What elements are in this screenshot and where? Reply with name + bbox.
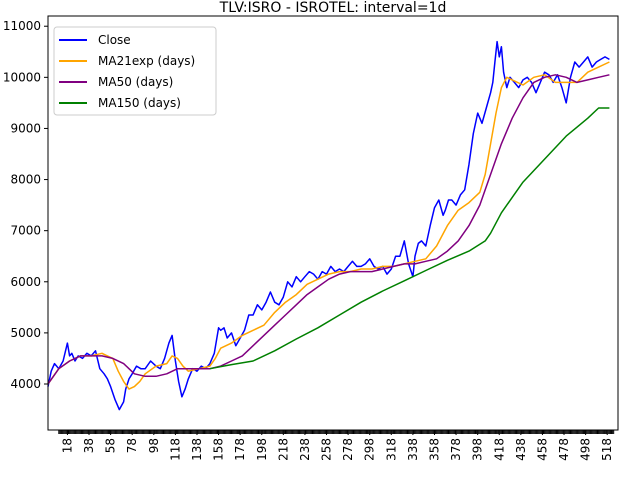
x-tick-label: 398 bbox=[471, 438, 485, 461]
series-line-ma50 bbox=[47, 74, 610, 385]
x-tick-label: 18 bbox=[60, 438, 74, 453]
x-tick-label: 258 bbox=[320, 438, 334, 461]
x-tick-label: 158 bbox=[212, 438, 226, 461]
series-line-ma150 bbox=[209, 107, 610, 370]
y-tick-label: 10000 bbox=[3, 70, 41, 84]
x-tick-label: 218 bbox=[276, 438, 290, 461]
legend-label: MA50 (days) bbox=[98, 75, 173, 89]
series-line-ma21exp bbox=[47, 61, 610, 390]
x-tick-label: 338 bbox=[406, 438, 420, 461]
x-tick-label: 358 bbox=[427, 438, 441, 461]
x-tick-label: 438 bbox=[514, 438, 528, 461]
x-tick-label: 318 bbox=[384, 438, 398, 461]
x-tick-label: 58 bbox=[104, 438, 118, 453]
legend-label: MA21exp (days) bbox=[98, 54, 195, 68]
x-tick-label: 478 bbox=[557, 438, 571, 461]
x-tick-label: 378 bbox=[449, 438, 463, 461]
x-tick-label: 198 bbox=[255, 438, 269, 461]
x-tick-label: 178 bbox=[233, 438, 247, 461]
y-tick-label: 6000 bbox=[10, 275, 41, 289]
legend-label: Close bbox=[98, 33, 131, 47]
x-tick-label: 78 bbox=[125, 438, 139, 453]
x-tick-label: 238 bbox=[298, 438, 312, 461]
series-layer bbox=[47, 40, 610, 411]
legend-label: MA150 (days) bbox=[98, 96, 181, 110]
chart-title: TLV:ISRO - ISROTEL: interval=1d bbox=[219, 0, 447, 16]
y-tick-label: 4000 bbox=[10, 377, 41, 391]
y-tick-label: 11000 bbox=[3, 19, 41, 33]
x-tick-label: 138 bbox=[190, 438, 204, 461]
legend: Close MA21exp (days) MA50 (days) MA150 (day… bbox=[53, 26, 217, 116]
y-tick-label: 8000 bbox=[10, 173, 41, 187]
x-tick-label: 38 bbox=[82, 438, 96, 453]
x-tick-label: 458 bbox=[535, 438, 549, 461]
x-tick-label: 98 bbox=[147, 438, 161, 453]
series-line-close bbox=[47, 40, 610, 411]
y-tick-label: 7000 bbox=[10, 224, 41, 238]
axis-layer: 18 38 58 78 98 118 138 158 178 198 218 238 258 278 298… bbox=[3, 19, 614, 461]
x-tick-label: 298 bbox=[363, 438, 377, 461]
x-tick-label: 418 bbox=[492, 438, 506, 461]
x-tick-label: 498 bbox=[579, 438, 593, 461]
legend-box bbox=[53, 26, 217, 116]
x-tick-label: 118 bbox=[168, 438, 182, 461]
y-tick-label: 9000 bbox=[10, 121, 41, 135]
y-tick-label: 5000 bbox=[10, 326, 41, 340]
x-tick-label: 518 bbox=[600, 438, 614, 461]
x-tick-label: 278 bbox=[341, 438, 355, 461]
